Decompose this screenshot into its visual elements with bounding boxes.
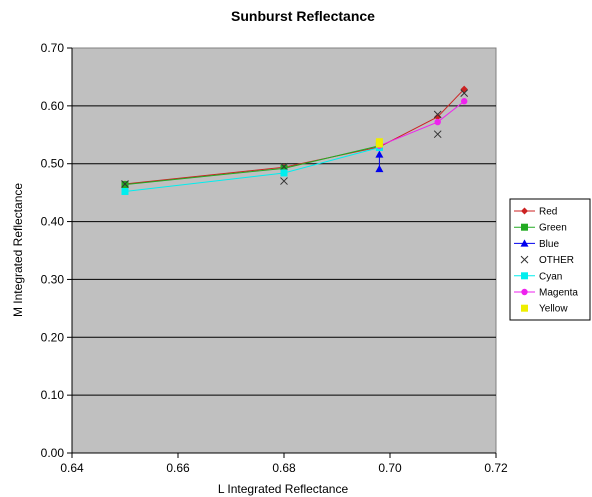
data-point-yellow — [375, 140, 383, 148]
legend-item-green: Green — [514, 223, 567, 234]
data-point-blue — [375, 150, 384, 158]
y-axis-label: M Integrated Reflectance — [11, 183, 25, 317]
legend-marker — [521, 223, 528, 231]
legend-label: OTHER — [539, 255, 574, 266]
y-tick-label: 0.70 — [41, 41, 65, 55]
y-tick-label: 0.50 — [41, 157, 65, 171]
data-point-red — [434, 113, 442, 121]
legend-label: Blue — [539, 239, 559, 250]
x-axis: 0.64 0.66 0.68 0.70 0.72 — [60, 452, 508, 475]
legend-marker — [521, 272, 528, 280]
y-tick-label: 0.30 — [41, 272, 65, 286]
data-point-other — [460, 89, 469, 97]
data-point-other — [433, 110, 442, 119]
y-axis: 0.00 0.10 0.20 0.30 0.40 0.50 0.60 0.70 — [41, 41, 73, 460]
legend-label: Red — [539, 207, 557, 218]
x-axis-label: L Integrated Reflectance — [218, 482, 349, 496]
legend-item-red: Red — [514, 207, 557, 218]
legend-marker — [520, 239, 529, 247]
x-tick-label: 0.64 — [60, 461, 84, 475]
data-point-other — [280, 162, 288, 171]
legend: Red Green Blue OTHER Cyan Magenta Yellow — [509, 198, 591, 321]
legend-label: Green — [539, 223, 567, 234]
y-tick-label: 0.60 — [41, 99, 65, 113]
legend-marker — [521, 207, 528, 215]
legend-item-yellow: Yellow — [521, 304, 568, 315]
data-point-cyan — [121, 187, 129, 195]
series-blue — [375, 150, 384, 173]
y-tick-label: 0.00 — [41, 446, 65, 460]
chart-title: Sunburst Reflectance — [231, 8, 375, 24]
series-layer — [121, 85, 469, 195]
x-tick-label: 0.72 — [484, 461, 508, 475]
legend-item-cyan: Cyan — [514, 271, 562, 282]
data-point-green — [280, 164, 288, 172]
legend-item-other: OTHER — [520, 255, 574, 266]
legend-label: Yellow — [539, 304, 568, 315]
data-point-cyan — [280, 169, 288, 177]
legend-marker — [521, 304, 528, 312]
x-tick-label: 0.68 — [272, 461, 296, 475]
x-tick-label: 0.70 — [378, 461, 402, 475]
legend-item-blue: Blue — [514, 239, 559, 250]
legend-label: Magenta — [539, 288, 578, 299]
plot-area — [71, 47, 497, 454]
series-other — [121, 89, 469, 188]
legend-label: Cyan — [539, 271, 562, 282]
data-point-other — [121, 180, 129, 188]
data-point-blue — [375, 164, 384, 173]
x-tick-label: 0.66 — [166, 461, 190, 475]
legend-marker — [520, 255, 529, 264]
data-point-magenta — [434, 118, 441, 126]
y-tick-label: 0.20 — [41, 330, 65, 344]
data-point-magenta — [461, 98, 468, 105]
data-point-other — [280, 177, 288, 185]
legend-marker — [521, 288, 528, 296]
legend-box — [509, 198, 591, 321]
data-point-other — [433, 130, 442, 139]
y-tick-label: 0.10 — [41, 388, 65, 402]
series-yellow — [375, 138, 383, 148]
y-tick-label: 0.40 — [41, 215, 65, 229]
legend-item-magenta: Magenta — [514, 288, 578, 299]
